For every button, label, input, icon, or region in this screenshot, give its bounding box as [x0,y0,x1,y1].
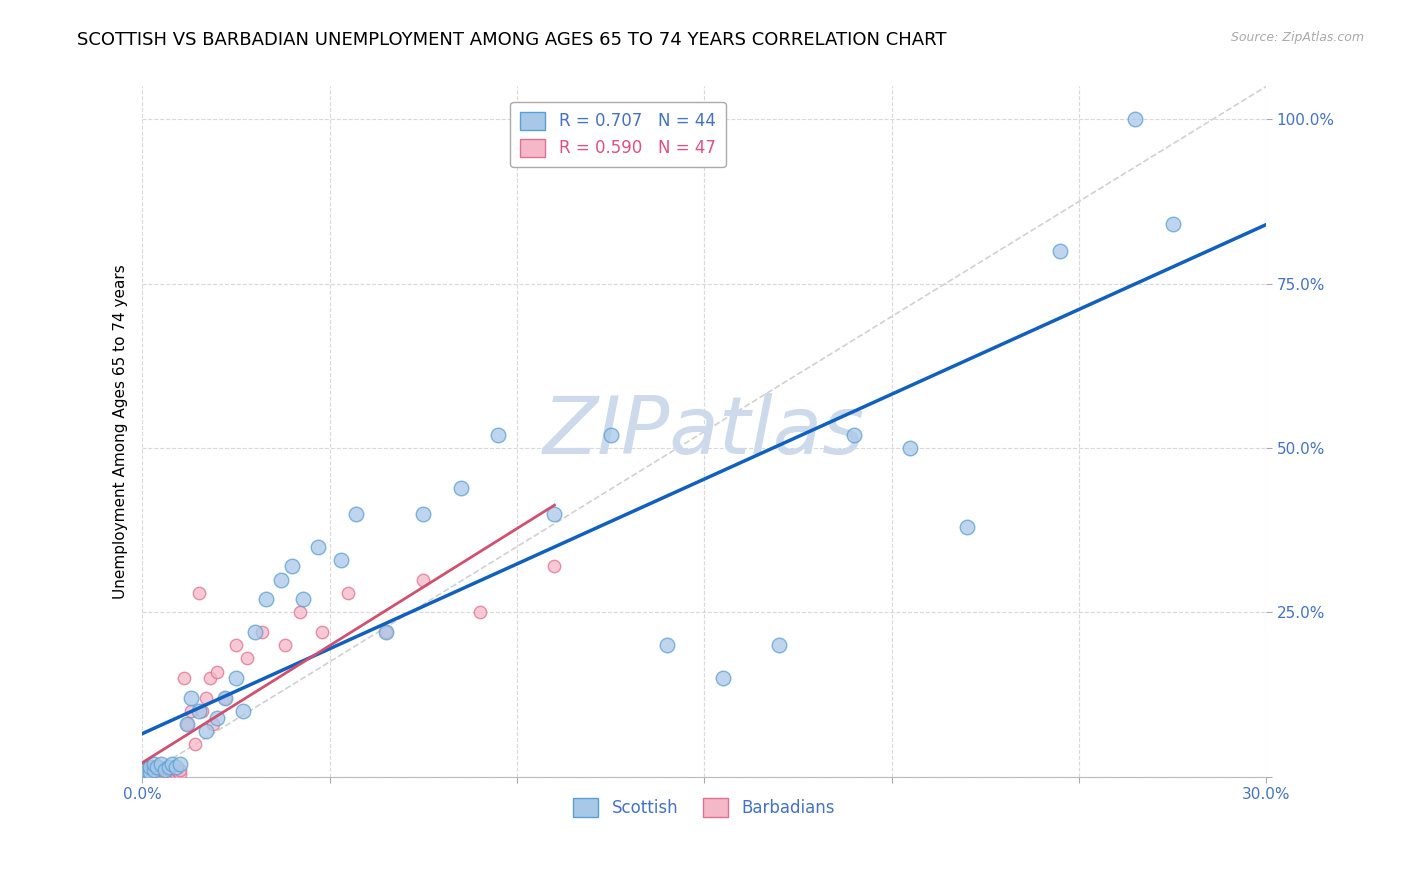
Point [139,760,162,774]
Point [955,520,977,534]
Point [207,711,229,725]
Point [412,573,434,587]
Point [207,665,229,679]
Point [711,671,734,685]
Point [176,717,198,731]
Point [236,651,259,665]
Point [374,625,396,640]
Point [243,625,266,640]
Point [311,625,333,640]
Point [198,671,221,685]
Point [146,766,169,780]
Point [225,671,247,685]
Point [187,585,209,599]
Point [150,756,173,771]
Legend: Scottish, Barbadians: Scottish, Barbadians [567,792,842,824]
Point [142,760,165,774]
Point [225,638,247,652]
Point [273,638,295,652]
Point [1161,218,1184,232]
Point [543,507,565,521]
Point [150,766,173,780]
Point [543,559,565,574]
Point [162,764,184,778]
Point [142,756,165,771]
Point [187,704,209,718]
Point [254,592,277,607]
Text: Source: ZipAtlas.com: Source: ZipAtlas.com [1230,31,1364,45]
Point [169,764,191,778]
Point [146,764,169,778]
Point [135,760,157,774]
Point [344,507,367,521]
Point [184,737,207,751]
Point [165,760,187,774]
Point [135,766,157,780]
Point [214,690,236,705]
Point [844,428,866,442]
Point [139,766,162,780]
Point [250,625,273,640]
Point [180,690,202,705]
Point [329,553,352,567]
Point [270,573,292,587]
Point [232,704,254,718]
Point [214,690,236,705]
Point [142,766,165,780]
Point [135,766,157,780]
Point [599,428,621,442]
Y-axis label: Unemployment Among Ages 65 to 74 years: Unemployment Among Ages 65 to 74 years [114,264,128,599]
Point [165,764,187,778]
Point [1049,244,1071,258]
Point [900,441,922,455]
Point [412,507,434,521]
Text: ZIPatlas: ZIPatlas [543,392,865,471]
Point [1123,112,1146,127]
Point [486,428,509,442]
Point [468,606,491,620]
Point [142,764,165,778]
Point [162,766,184,780]
Point [281,559,304,574]
Point [768,638,790,652]
Point [142,764,165,778]
Point [153,766,176,780]
Point [202,717,225,731]
Point [176,717,198,731]
Point [139,760,162,774]
Point [139,764,162,778]
Point [153,764,176,778]
Point [655,638,678,652]
Point [292,592,315,607]
Point [307,540,329,554]
Point [157,764,180,778]
Point [374,625,396,640]
Point [150,760,173,774]
Point [135,764,157,778]
Point [150,764,173,778]
Point [146,760,169,774]
Text: SCOTTISH VS BARBADIAN UNEMPLOYMENT AMONG AGES 65 TO 74 YEARS CORRELATION CHART: SCOTTISH VS BARBADIAN UNEMPLOYMENT AMONG… [77,31,946,49]
Point [337,585,360,599]
Point [165,766,187,780]
Point [169,766,191,780]
Point [195,690,218,705]
Point [157,766,180,780]
Point [191,704,214,718]
Point [135,764,157,778]
Point [180,704,202,718]
Point [146,760,169,774]
Point [169,756,191,771]
Point [153,764,176,778]
Point [162,756,184,771]
Point [173,671,195,685]
Point [139,764,162,779]
Point [157,760,180,774]
Point [450,481,472,495]
Point [288,606,311,620]
Point [195,723,218,738]
